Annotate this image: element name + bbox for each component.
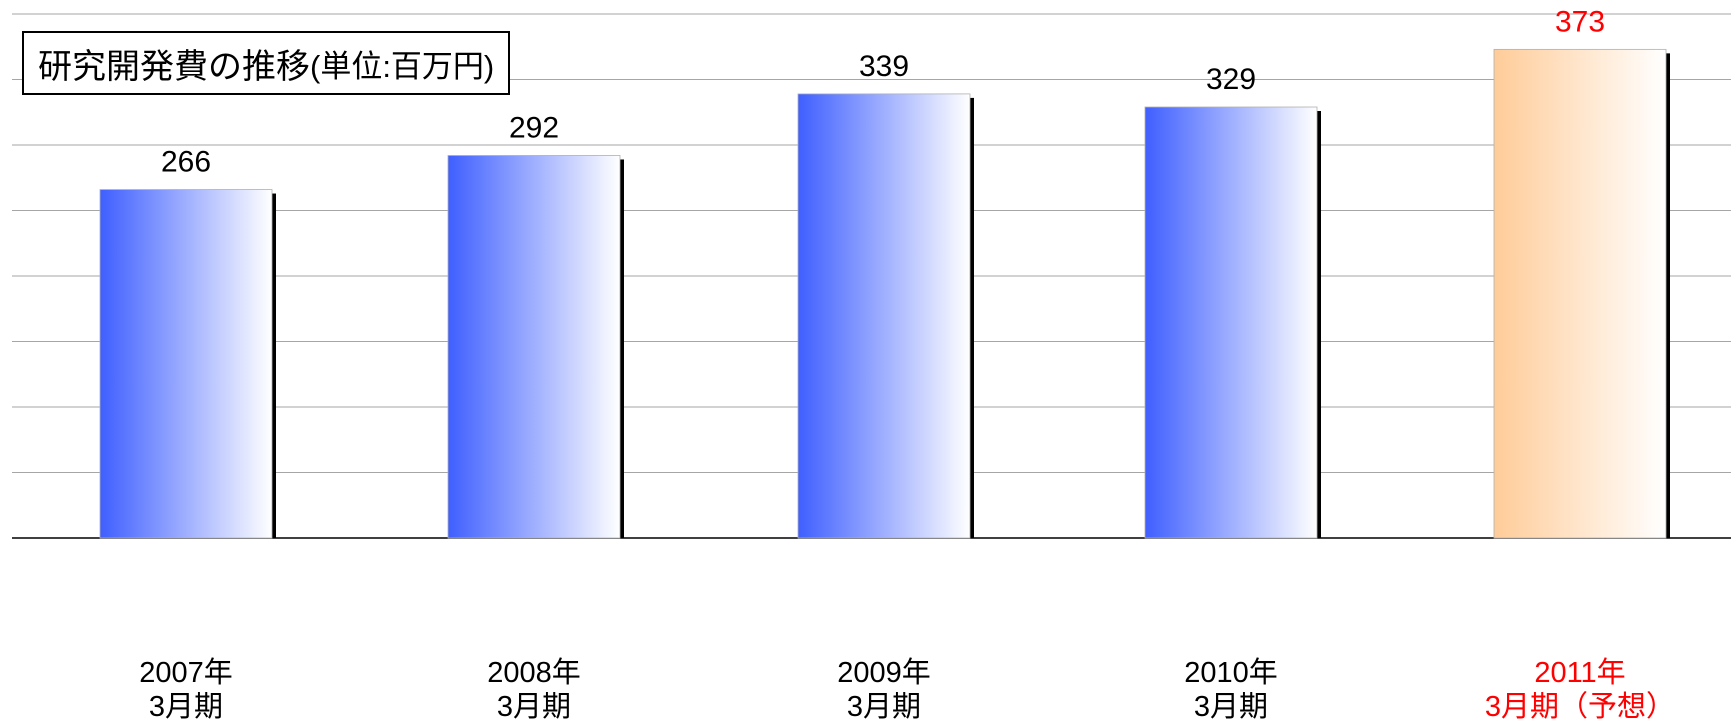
- chart-title: 研究開発費の推移 (単位:百万円): [22, 31, 511, 95]
- chart-title-unit: (単位:百万円): [310, 48, 495, 84]
- chart-title-main: 研究開発費の推移: [38, 47, 310, 86]
- bar-4: [1493, 48, 1667, 539]
- x-tick-label-year: 2007年: [139, 657, 233, 689]
- x-tick-label-1: 2008年 3月期: [404, 656, 664, 724]
- x-tick-label-4: 2011年 3月期（予想）: [1450, 656, 1710, 724]
- data-label-4: 373: [1555, 5, 1605, 38]
- x-tick-label-period: 3月期（予想）: [1484, 691, 1676, 723]
- x-tick-label-3: 2010年 3月期: [1101, 656, 1361, 724]
- bar-0: [99, 189, 273, 539]
- bar-1: [447, 155, 621, 539]
- bar-3: [1144, 106, 1318, 539]
- x-tick-label-period: 3月期: [496, 691, 572, 723]
- x-tick-label-0: 2007年 3月期: [56, 656, 316, 724]
- data-label-1: 292: [509, 111, 559, 144]
- x-tick-label-2: 2009年 3月期: [754, 656, 1014, 724]
- x-tick-label-year: 2010年: [1184, 657, 1278, 689]
- x-tick-label-year: 2011年: [1534, 657, 1626, 689]
- x-tick-label-period: 3月期: [148, 691, 224, 723]
- data-label-2: 339: [859, 50, 909, 83]
- data-label-3: 329: [1206, 63, 1256, 96]
- x-tick-label-year: 2008年: [487, 657, 581, 689]
- bars: [99, 48, 1670, 539]
- data-label-0: 266: [161, 146, 211, 179]
- bar-2: [797, 93, 971, 539]
- data-labels: 266 292 339 329 373: [161, 5, 1605, 178]
- x-tick-label-period: 3月期: [1193, 691, 1269, 723]
- x-tick-label-period: 3月期: [846, 691, 922, 723]
- x-tick-label-year: 2009年: [837, 657, 931, 689]
